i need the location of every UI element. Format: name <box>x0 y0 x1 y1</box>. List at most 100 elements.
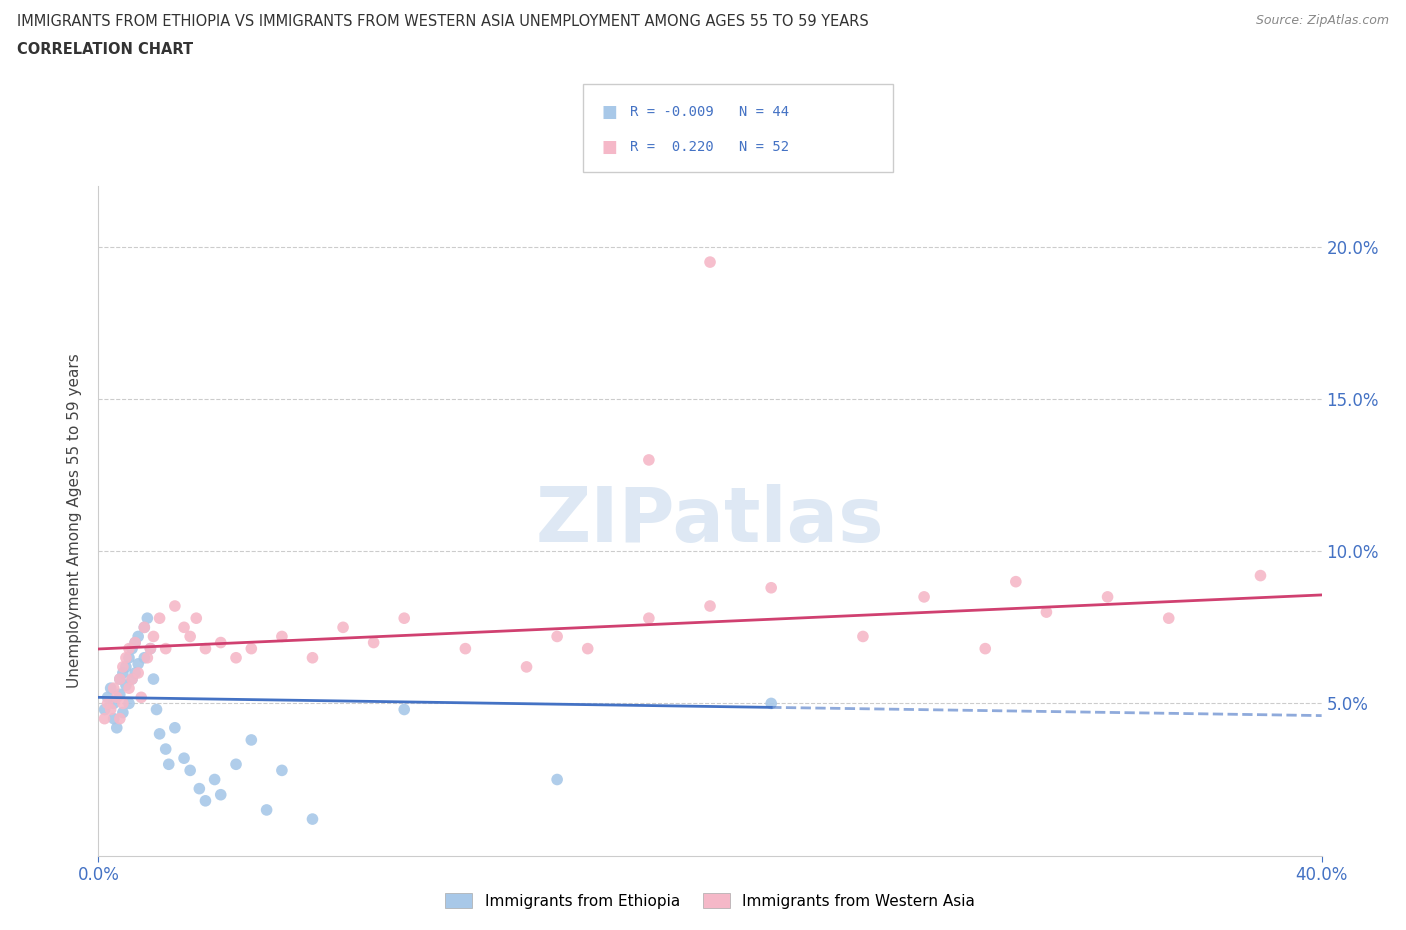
Point <box>1249 568 1271 583</box>
Point <box>118 696 141 711</box>
Point <box>225 650 247 665</box>
Point <box>93 702 115 717</box>
Point <box>108 687 131 702</box>
Point <box>93 711 115 726</box>
Text: R = -0.009   N = 44: R = -0.009 N = 44 <box>630 104 789 119</box>
Text: R =  0.220   N = 52: R = 0.220 N = 52 <box>630 140 789 154</box>
Point <box>142 671 165 686</box>
Point <box>240 641 263 656</box>
Point <box>637 453 661 468</box>
Point <box>97 690 120 705</box>
Point <box>145 702 167 717</box>
Point <box>852 629 875 644</box>
Point <box>516 659 538 674</box>
Point <box>149 611 172 626</box>
Point <box>163 721 186 736</box>
Point <box>1157 611 1180 626</box>
Point <box>149 726 172 741</box>
Point <box>163 599 186 614</box>
Point <box>127 657 149 671</box>
Point <box>136 611 159 626</box>
Point <box>118 681 141 696</box>
Point <box>194 641 217 656</box>
Point <box>186 611 208 626</box>
Point <box>124 635 146 650</box>
Y-axis label: Unemployment Among Ages 55 to 59 years: Unemployment Among Ages 55 to 59 years <box>67 353 83 688</box>
Point <box>129 690 152 705</box>
Text: Source: ZipAtlas.com: Source: ZipAtlas.com <box>1256 14 1389 27</box>
Point <box>124 666 146 681</box>
Point <box>134 620 156 635</box>
Point <box>103 711 125 726</box>
Point <box>270 763 292 777</box>
Point <box>121 671 143 686</box>
Point <box>194 793 217 808</box>
Point <box>546 629 568 644</box>
Point <box>127 666 149 681</box>
Text: ■: ■ <box>602 102 617 121</box>
Point <box>546 772 568 787</box>
Point <box>111 659 134 674</box>
Point <box>1004 574 1026 589</box>
Point <box>173 751 195 765</box>
Point <box>188 781 211 796</box>
Point <box>103 681 125 696</box>
Point <box>105 690 128 705</box>
Point <box>111 705 134 720</box>
Point <box>100 681 122 696</box>
Point <box>118 641 141 656</box>
Point <box>108 711 131 726</box>
Point <box>270 629 292 644</box>
Point <box>363 635 385 650</box>
Point <box>179 763 201 777</box>
Point <box>1097 590 1119 604</box>
Text: IMMIGRANTS FROM ETHIOPIA VS IMMIGRANTS FROM WESTERN ASIA UNEMPLOYMENT AMONG AGES: IMMIGRANTS FROM ETHIOPIA VS IMMIGRANTS F… <box>17 14 869 29</box>
Point <box>115 659 138 674</box>
Point <box>134 650 156 665</box>
Point <box>111 696 134 711</box>
Point <box>759 696 782 711</box>
Point <box>332 620 354 635</box>
Text: ■: ■ <box>602 138 617 156</box>
Point <box>115 650 138 665</box>
Point <box>912 590 935 604</box>
Point <box>139 641 162 656</box>
Text: ZIPatlas: ZIPatlas <box>536 484 884 558</box>
Point <box>173 620 195 635</box>
Point <box>392 611 416 626</box>
Point <box>136 650 159 665</box>
Point <box>121 641 143 656</box>
Point <box>225 757 247 772</box>
Point <box>103 696 125 711</box>
Point <box>759 580 782 595</box>
Point <box>204 772 226 787</box>
Point <box>240 733 263 748</box>
Point <box>157 757 180 772</box>
Legend: Immigrants from Ethiopia, Immigrants from Western Asia: Immigrants from Ethiopia, Immigrants fro… <box>439 886 981 915</box>
Point <box>699 255 721 270</box>
Point <box>108 671 131 686</box>
Point <box>118 650 141 665</box>
Point <box>576 641 599 656</box>
Point <box>105 721 128 736</box>
Point <box>115 678 138 693</box>
Point <box>100 702 122 717</box>
Point <box>124 635 146 650</box>
Point <box>97 696 120 711</box>
Point <box>179 629 201 644</box>
Point <box>974 641 997 656</box>
Point <box>121 671 143 686</box>
Point <box>134 620 156 635</box>
Point <box>139 641 162 656</box>
Point <box>301 650 323 665</box>
Point <box>127 629 149 644</box>
Point <box>209 635 232 650</box>
Point <box>108 671 131 686</box>
Point <box>637 611 661 626</box>
Point <box>111 666 134 681</box>
Point <box>699 599 721 614</box>
Point <box>209 788 232 803</box>
Point <box>155 641 177 656</box>
Point <box>142 629 165 644</box>
Text: CORRELATION CHART: CORRELATION CHART <box>17 42 193 57</box>
